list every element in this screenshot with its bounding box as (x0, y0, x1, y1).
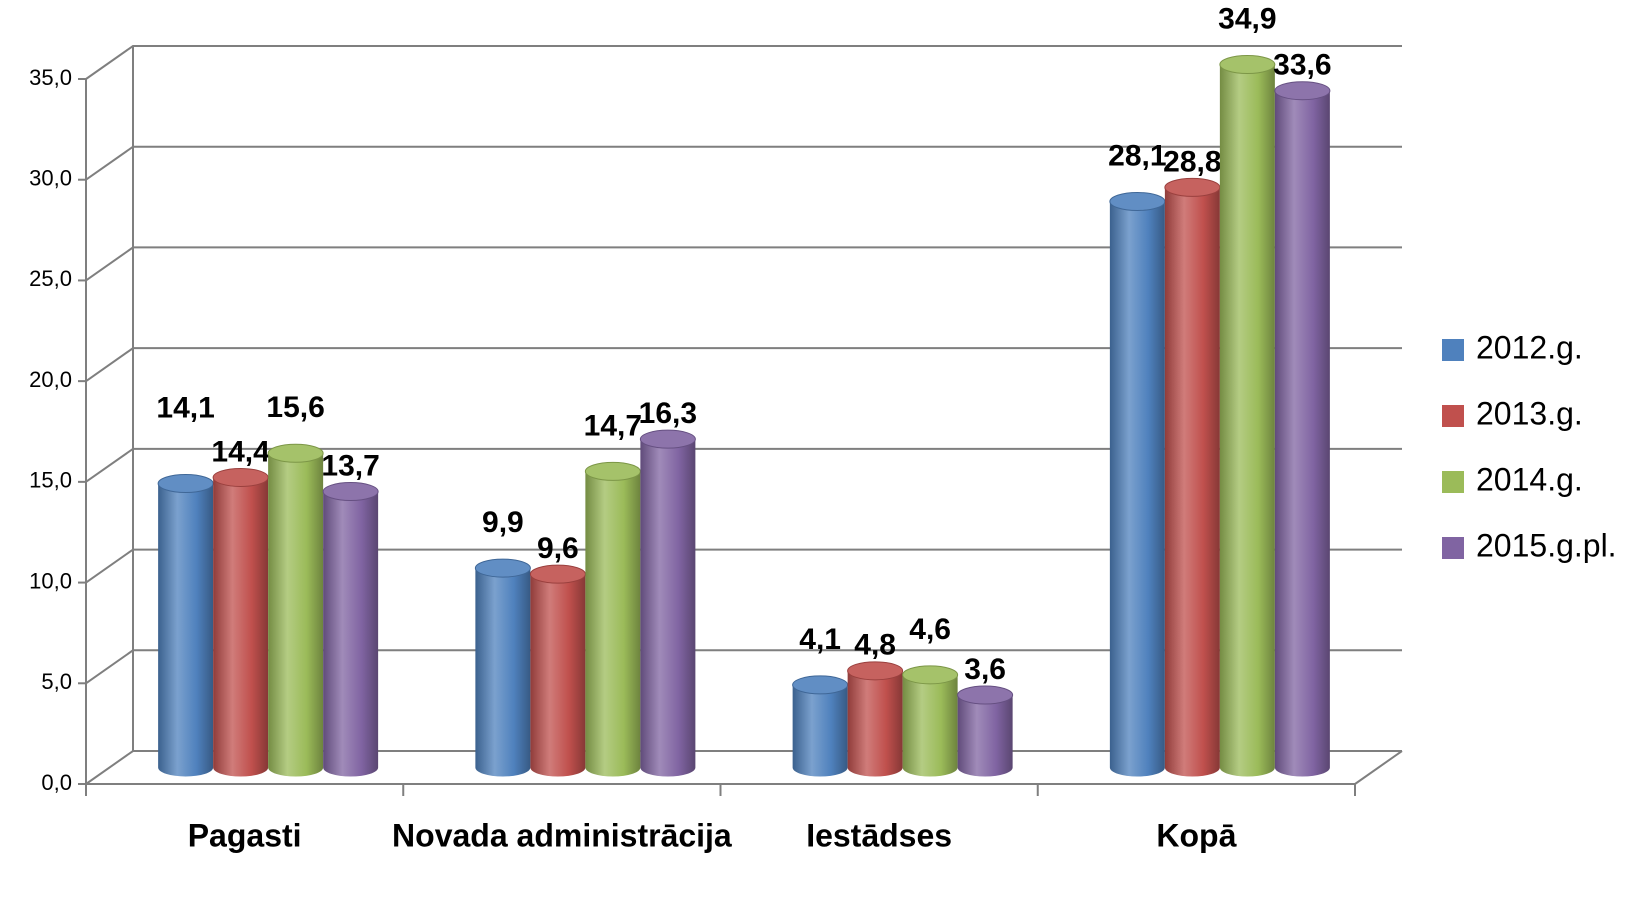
data-label: 28,8 (1163, 145, 1221, 178)
bar-top (474, 558, 531, 578)
bar-top (957, 685, 1014, 705)
grid-line (85, 45, 1402, 80)
grid-line (85, 246, 1402, 282)
legend-label: 2014.g. (1476, 461, 1583, 497)
bar (585, 471, 641, 777)
bar-top (267, 443, 324, 463)
bar-top (322, 482, 379, 502)
data-label: 15,6 (266, 391, 324, 424)
x-tick-label: Kopā (1156, 817, 1236, 853)
data-label: 16,3 (639, 397, 697, 430)
bar (213, 477, 269, 777)
grid-line (85, 447, 1402, 483)
data-label: 28,1 (1108, 139, 1166, 172)
bar (323, 491, 379, 777)
grid-line (85, 145, 1402, 181)
data-label: 14,4 (211, 435, 270, 468)
bar (158, 483, 214, 777)
bar-top (157, 473, 214, 493)
bar-top (529, 564, 586, 584)
grid-line (85, 347, 1402, 382)
legend-swatch (1442, 471, 1464, 493)
x-tick-label: Iestādses (806, 817, 952, 853)
data-label: 3,6 (964, 653, 1006, 686)
data-label: 34,9 (1218, 2, 1276, 35)
data-label: 9,9 (482, 506, 524, 539)
bar-top (1274, 81, 1331, 101)
data-label: 13,7 (321, 449, 379, 482)
bar (1109, 201, 1165, 777)
legend-swatch (1442, 537, 1464, 559)
bar (268, 453, 324, 777)
y-tick-label: 30,0 (29, 166, 72, 191)
bar (792, 684, 848, 777)
bar-top (902, 665, 959, 685)
legend-label: 2012.g. (1476, 329, 1583, 365)
legend-swatch (1442, 339, 1464, 361)
data-label: 4,1 (799, 623, 841, 656)
bar (957, 694, 1013, 777)
data-label: 4,8 (854, 629, 896, 662)
data-label: 33,6 (1273, 49, 1331, 82)
legend-label: 2015.g.pl. (1476, 527, 1617, 563)
bar (1274, 90, 1330, 777)
data-label: 9,6 (537, 532, 579, 565)
bar (902, 674, 958, 777)
data-label: 14,1 (156, 391, 214, 424)
bar (530, 574, 586, 777)
bar-top (584, 461, 641, 481)
bar (847, 670, 903, 777)
bar-top (639, 429, 696, 449)
x-tick-label: Pagasti (188, 817, 302, 853)
y-tick-label: 25,0 (29, 266, 72, 291)
legend-swatch (1442, 405, 1464, 427)
legend-label: 2013.g. (1476, 395, 1583, 431)
y-tick-label: 10,0 (29, 568, 72, 593)
bar-top (1219, 55, 1276, 75)
data-label: 14,7 (584, 409, 642, 442)
bar-top (212, 467, 269, 487)
bar-top (847, 661, 904, 681)
y-tick-label: 35,0 (29, 65, 72, 90)
grid-line (85, 649, 1402, 685)
y-tick-label: 15,0 (29, 468, 72, 493)
x-tick-label: Novada administrācija (392, 817, 732, 853)
y-tick-label: 0,0 (41, 770, 72, 795)
data-label: 4,6 (909, 613, 951, 646)
bar (640, 439, 696, 777)
grid-line (85, 548, 1402, 584)
bar (1164, 187, 1220, 777)
bar-top (792, 675, 849, 695)
bar (1219, 64, 1275, 777)
y-tick-label: 5,0 (41, 669, 72, 694)
bar-top (1164, 177, 1221, 197)
bar-top (1109, 191, 1166, 211)
floor-edge (1354, 750, 1403, 785)
y-tick-label: 20,0 (29, 367, 72, 392)
bar (475, 568, 531, 777)
